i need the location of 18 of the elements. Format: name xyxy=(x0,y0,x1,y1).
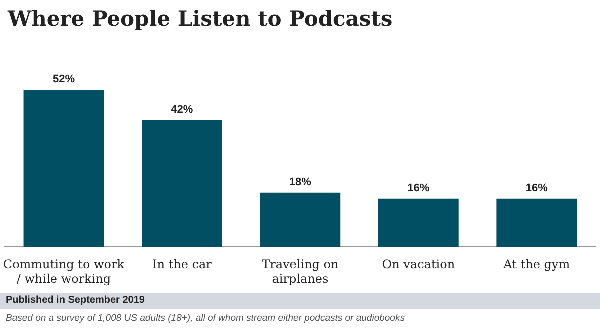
text: Based on a survey of 1,008 US adults (18+), all of whom stream either podcasts or audiobooks xyxy=(6,313,405,324)
bar xyxy=(24,90,104,248)
chart-title: Where People Listen to Podcasts xyxy=(8,6,393,31)
data-label: 18% xyxy=(289,176,312,188)
data-label: 16% xyxy=(408,182,430,194)
bar xyxy=(378,198,459,248)
bar xyxy=(142,120,222,248)
bar xyxy=(260,192,341,248)
bar xyxy=(496,198,578,248)
data-label: 16% xyxy=(526,182,548,194)
x-tick-label: Commuting to work / while working xyxy=(3,258,126,286)
x-tick-label: In the car xyxy=(152,258,212,272)
x-tick-label: At the gym xyxy=(502,258,571,272)
x-tick-label: On vacation xyxy=(382,258,456,272)
text: Published in September 2019 xyxy=(0,293,600,309)
x-tick-label: Traveling on airplanes xyxy=(262,258,340,286)
data-label: 52% xyxy=(52,74,76,86)
data-label: 42% xyxy=(171,104,194,116)
